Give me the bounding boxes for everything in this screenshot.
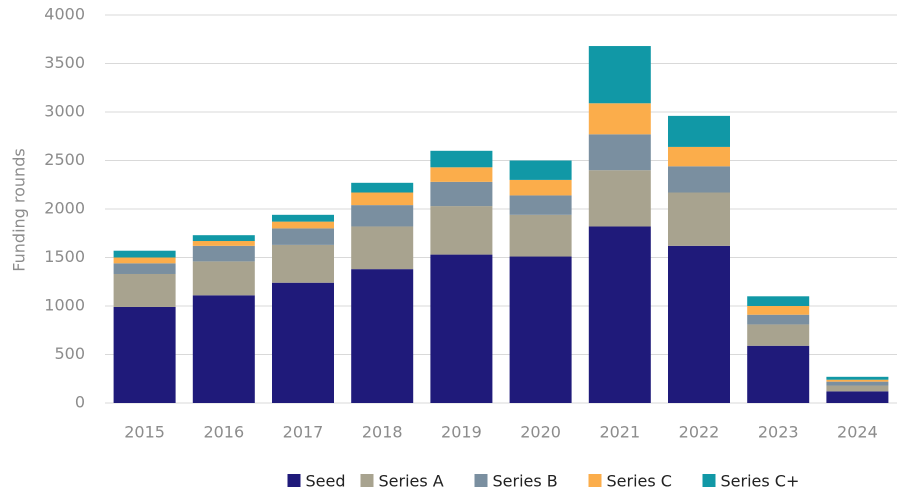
legend-swatch (360, 474, 374, 487)
bar-segment (588, 103, 651, 135)
legend-swatch (702, 474, 716, 487)
y-tick-label: 1500 (44, 247, 85, 266)
bar-segment (113, 250, 176, 258)
y-tick-label: 3000 (44, 102, 85, 121)
bar-segment (668, 146, 730, 167)
bar-segment (272, 244, 334, 283)
bar-segment (668, 245, 730, 403)
bar-segment (509, 214, 572, 257)
bar-segment (826, 376, 889, 380)
bar-segment (272, 282, 334, 403)
bar-segment (668, 192, 730, 246)
y-tick-label: 1000 (44, 296, 85, 315)
bar-segment (192, 261, 255, 296)
y-tick-label: 4000 (44, 5, 85, 24)
x-tick-label: 2017 (283, 423, 324, 442)
y-tick-label: 3500 (44, 53, 85, 72)
bar-segment (430, 206, 493, 255)
bar-segment (192, 235, 255, 242)
x-tick-label: 2022 (679, 423, 720, 442)
bar-segment (351, 182, 414, 193)
x-tick-label: 2024 (837, 423, 878, 442)
legend-label: Series B (493, 472, 558, 491)
bar-segment (430, 150, 493, 168)
bar-segment (509, 160, 572, 180)
bar-segment (192, 241, 255, 246)
bar-segment (430, 167, 493, 182)
bar-segment (192, 245, 255, 262)
bar-segment (588, 46, 651, 104)
bar-segment (351, 269, 414, 403)
y-tick-label: 500 (54, 344, 85, 363)
bar-segment (747, 314, 810, 325)
x-tick-label: 2020 (520, 423, 561, 442)
x-tick-label: 2015 (124, 423, 165, 442)
legend-label: Series C (607, 472, 672, 491)
bar-segment (509, 179, 572, 196)
bar-segment (509, 195, 572, 215)
y-axis-title: Funding rounds (10, 148, 29, 271)
legend-label: Series A (379, 472, 444, 491)
bar-segment (113, 257, 176, 264)
x-tick-label: 2023 (758, 423, 799, 442)
legend-swatch (287, 474, 301, 487)
legend-swatch (474, 474, 488, 487)
bar-segment (272, 214, 334, 222)
x-tick-label: 2018 (362, 423, 403, 442)
bar-segment (826, 391, 889, 403)
bar-segment (747, 324, 810, 346)
bar-segment (826, 385, 889, 392)
bar-segment (430, 181, 493, 207)
x-tick-label: 2016 (203, 423, 244, 442)
bar-segment (747, 345, 810, 403)
bar-segment (747, 296, 810, 306)
y-tick-label: 2000 (44, 199, 85, 218)
bar-segment (192, 295, 255, 403)
bar-segment (588, 170, 651, 227)
y-tick-label: 2500 (44, 150, 85, 169)
x-tick-label: 2019 (441, 423, 482, 442)
bar-segment (509, 256, 572, 403)
bar-segment (668, 166, 730, 193)
bar-segment (588, 226, 651, 403)
bar-segment (351, 226, 414, 270)
bar-segment (588, 134, 651, 171)
bar-segment (747, 306, 810, 315)
bar-segment (668, 115, 730, 147)
bar-segment (351, 205, 414, 227)
x-tick-label: 2021 (599, 423, 640, 442)
bar-segment (351, 192, 414, 206)
bar-segment (430, 254, 493, 403)
bar-segment (826, 381, 889, 386)
bar-segment (113, 306, 176, 403)
y-tick-label: 0 (75, 393, 85, 412)
bar-segment (113, 263, 176, 274)
bar-segment (826, 379, 889, 382)
bar-segment (272, 228, 334, 245)
bar-segment (272, 221, 334, 229)
bar-segment (113, 273, 176, 307)
legend-label: Series C+ (721, 472, 800, 491)
legend-label: Seed (306, 472, 346, 491)
legend-swatch (588, 474, 602, 487)
